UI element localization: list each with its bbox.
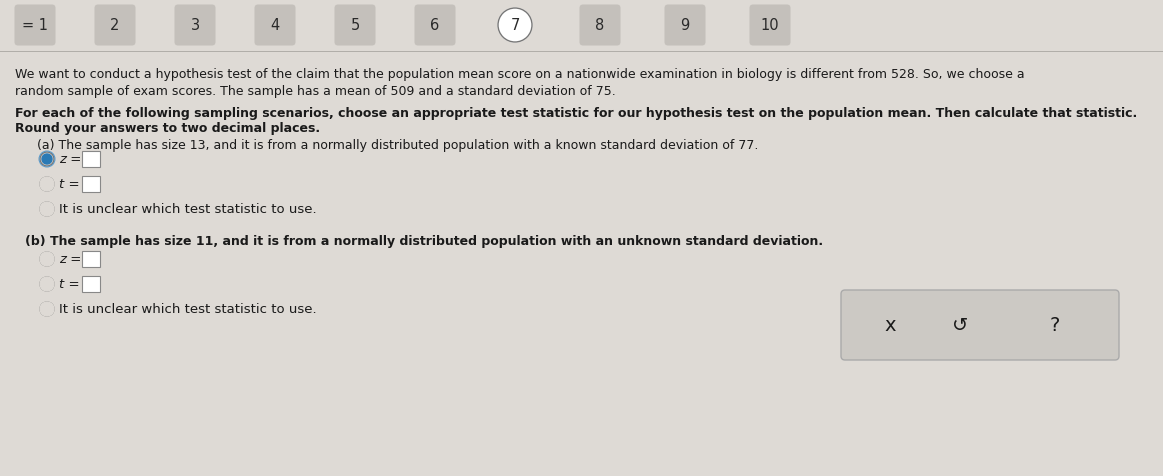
- Text: 2: 2: [110, 19, 120, 33]
- Circle shape: [42, 155, 52, 165]
- Text: Round your answers to two decimal places.: Round your answers to two decimal places…: [15, 122, 320, 135]
- Text: It is unclear which test statistic to use.: It is unclear which test statistic to us…: [59, 203, 316, 216]
- FancyBboxPatch shape: [664, 6, 706, 46]
- Text: 5: 5: [350, 19, 359, 33]
- Circle shape: [40, 178, 53, 192]
- FancyBboxPatch shape: [255, 6, 295, 46]
- Circle shape: [40, 252, 53, 267]
- Circle shape: [40, 278, 53, 291]
- Text: random sample of exam scores. The sample has a mean of 509 and a standard deviat: random sample of exam scores. The sample…: [15, 85, 615, 98]
- FancyBboxPatch shape: [335, 6, 376, 46]
- Text: t =: t =: [59, 178, 84, 191]
- Circle shape: [40, 203, 53, 217]
- Text: 4: 4: [270, 19, 279, 33]
- FancyBboxPatch shape: [14, 6, 56, 46]
- FancyBboxPatch shape: [414, 6, 456, 46]
- Text: (b) The sample has size 11, and it is from a normally distributed population wit: (b) The sample has size 11, and it is fr…: [24, 235, 823, 248]
- FancyBboxPatch shape: [83, 277, 100, 292]
- Text: z =: z =: [59, 253, 86, 266]
- Text: 9: 9: [680, 19, 690, 33]
- Text: = 1: = 1: [22, 19, 48, 33]
- Text: (a) The sample has size 13, and it is from a normally distributed population wit: (a) The sample has size 13, and it is fr…: [24, 139, 758, 152]
- Text: We want to conduct a hypothesis test of the claim that the population mean score: We want to conduct a hypothesis test of …: [15, 68, 1025, 81]
- Text: 3: 3: [191, 19, 200, 33]
- Text: 10: 10: [761, 19, 779, 33]
- Circle shape: [498, 9, 531, 43]
- FancyBboxPatch shape: [841, 290, 1119, 360]
- Text: x: x: [884, 316, 896, 335]
- Text: 6: 6: [430, 19, 440, 33]
- Text: ?: ?: [1050, 316, 1061, 335]
- FancyBboxPatch shape: [749, 6, 791, 46]
- FancyBboxPatch shape: [83, 251, 100, 268]
- FancyBboxPatch shape: [83, 177, 100, 193]
- Circle shape: [40, 302, 53, 317]
- Text: 7: 7: [511, 19, 520, 33]
- FancyBboxPatch shape: [94, 6, 136, 46]
- FancyBboxPatch shape: [579, 6, 621, 46]
- FancyBboxPatch shape: [83, 152, 100, 168]
- Text: ↺: ↺: [951, 316, 968, 335]
- Text: 8: 8: [595, 19, 605, 33]
- Text: t =: t =: [59, 278, 84, 291]
- Text: It is unclear which test statistic to use.: It is unclear which test statistic to us…: [59, 303, 316, 316]
- FancyBboxPatch shape: [174, 6, 215, 46]
- Text: For each of the following sampling scenarios, choose an appropriate test statist: For each of the following sampling scena…: [15, 107, 1137, 120]
- Text: z =: z =: [59, 153, 86, 166]
